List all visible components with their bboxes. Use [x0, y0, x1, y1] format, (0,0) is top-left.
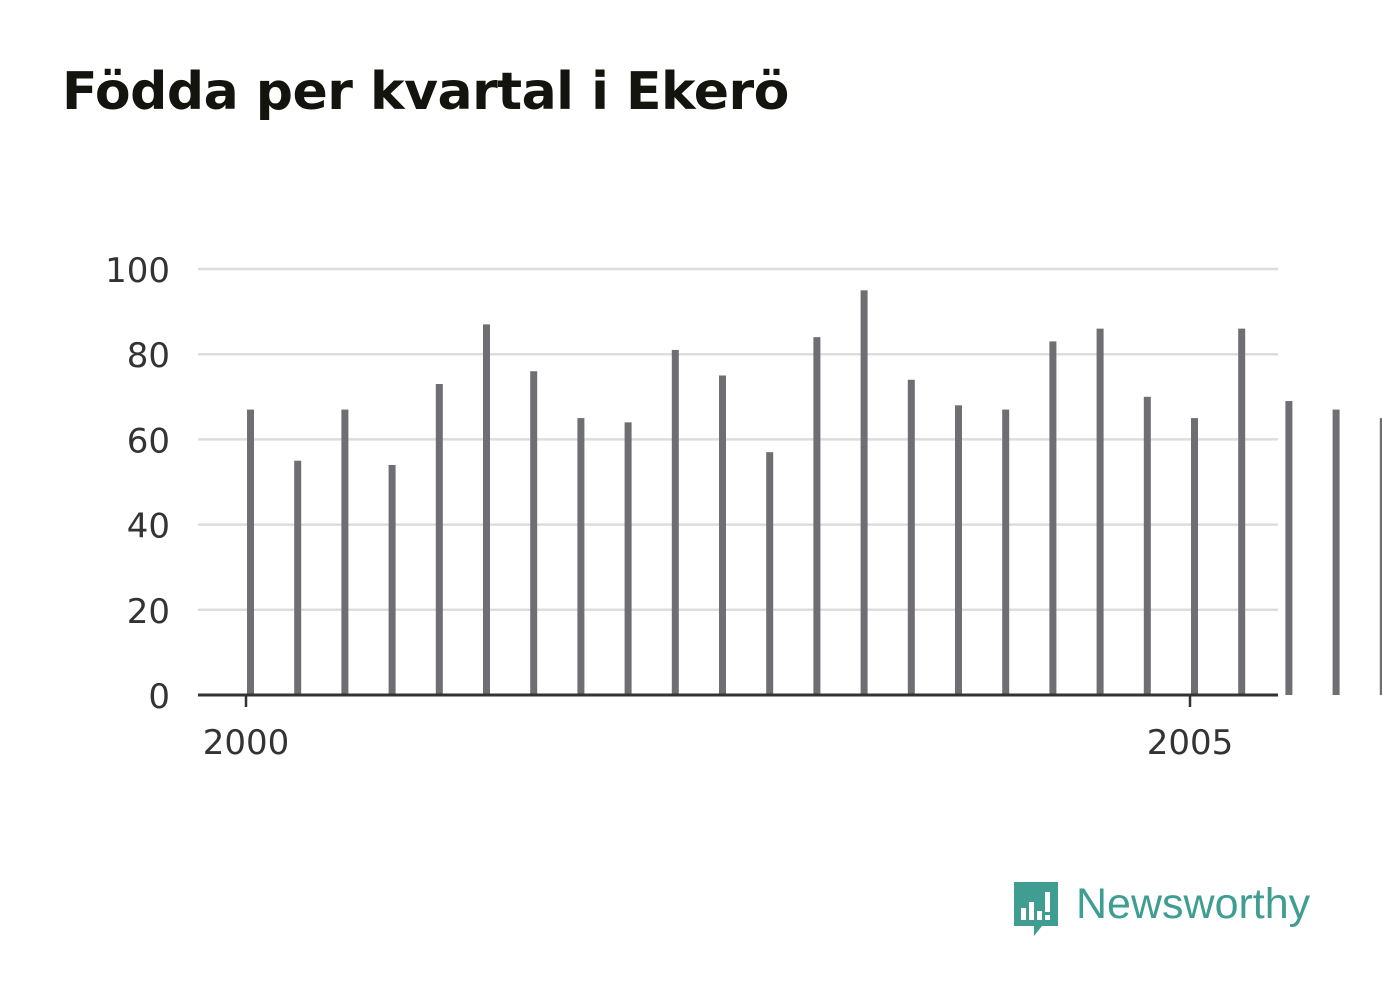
bar — [1002, 409, 1010, 695]
bar — [907, 379, 915, 695]
bar — [435, 384, 443, 695]
bar — [1285, 401, 1293, 695]
grid-lines — [198, 267, 1278, 612]
bars — [247, 290, 1382, 695]
bar — [813, 337, 821, 695]
y-tick-label: 100 — [105, 251, 170, 291]
bar — [341, 409, 349, 695]
y-tick-label: 20 — [127, 592, 170, 632]
bar — [1379, 418, 1382, 695]
bar — [294, 460, 302, 695]
bar — [388, 464, 396, 695]
bar — [955, 405, 962, 695]
bar — [530, 371, 538, 695]
y-axis-ticks: 0 20 40 60 80 100 — [105, 251, 170, 717]
chart-title: Födda per kvartal i Ekerö — [62, 62, 789, 122]
newsworthy-logo: Newsworthy — [1010, 878, 1310, 940]
x-axis-ticks: 200020052010201520202025 — [203, 695, 1234, 763]
y-tick-label: 80 — [127, 336, 170, 376]
bar — [1332, 409, 1340, 695]
bar — [247, 409, 254, 695]
bar — [719, 375, 726, 695]
bar — [483, 324, 490, 695]
y-tick-label: 0 — [148, 677, 170, 717]
bar — [1191, 418, 1198, 695]
y-tick-label: 60 — [127, 421, 170, 461]
bar — [577, 418, 585, 695]
newsworthy-logo-icon — [1014, 882, 1058, 936]
bar — [1238, 328, 1246, 695]
brand-name: Newsworthy — [1076, 879, 1311, 928]
bar — [766, 452, 774, 695]
bar — [1049, 341, 1057, 695]
bar — [860, 290, 868, 695]
bar — [671, 349, 679, 695]
x-tick-label: 2000 — [203, 723, 290, 763]
y-tick-label: 40 — [127, 507, 170, 547]
bar — [624, 422, 632, 695]
bar — [1143, 396, 1151, 695]
bar — [1096, 328, 1104, 695]
x-tick-label: 2005 — [1147, 723, 1234, 763]
